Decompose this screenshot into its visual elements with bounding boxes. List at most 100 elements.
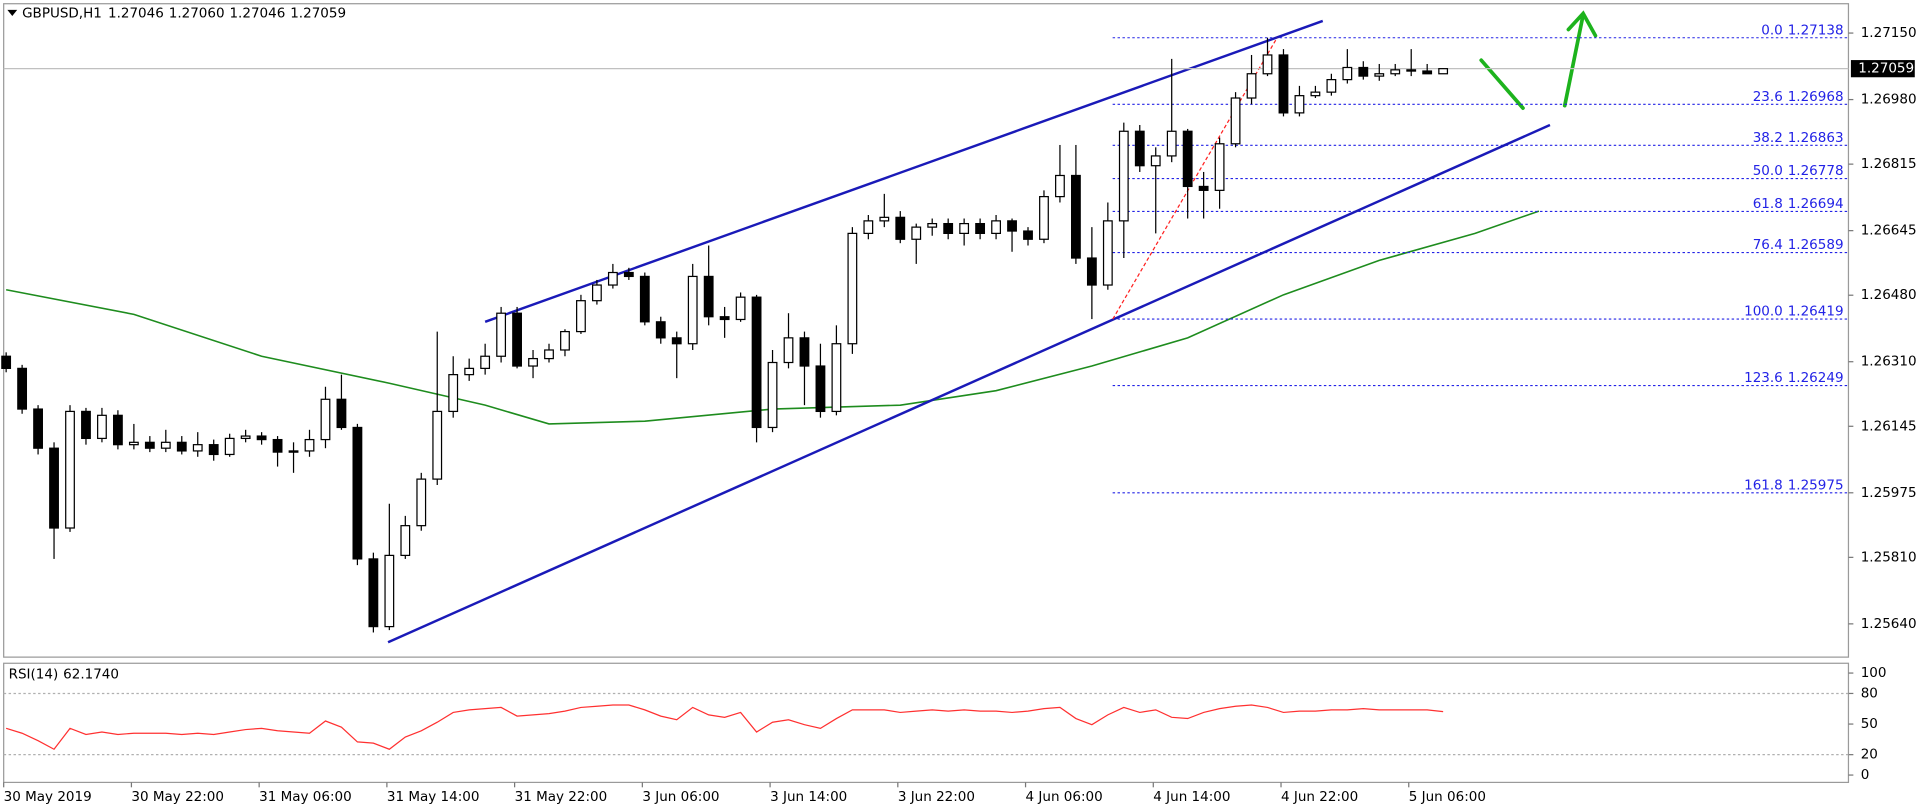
fib-price: 1.26694 — [1788, 196, 1844, 212]
candle-body — [751, 296, 762, 429]
candle-body — [1422, 70, 1433, 75]
candle-body — [1438, 68, 1449, 75]
candle-body — [1374, 73, 1385, 77]
fib-ratio: 161.8 — [1744, 477, 1783, 493]
candle-body — [576, 300, 586, 333]
candle-body — [49, 447, 59, 529]
candle-body — [767, 361, 778, 429]
candle-body — [991, 220, 1001, 235]
current-price-box — [1850, 60, 1915, 78]
candle-body — [639, 275, 650, 323]
candle-body — [1294, 95, 1305, 114]
candle-body — [623, 271, 634, 278]
candle-body — [1198, 185, 1209, 191]
candle-body — [144, 441, 155, 449]
candle-body — [81, 410, 91, 440]
candle-body — [863, 220, 874, 235]
candle-body — [671, 337, 682, 345]
rsi-name: RSI(14) — [9, 666, 59, 682]
candle-body — [368, 558, 379, 628]
x-tick-label: 31 May 06:00 — [259, 789, 352, 805]
candle-body — [480, 355, 491, 369]
rsi-line — [5, 704, 1444, 751]
x-tick-label: 30 May 22:00 — [131, 789, 224, 805]
x-tick-label: 4 Jun 14:00 — [1153, 789, 1230, 805]
y-tick-label: 1.25975 — [1861, 485, 1916, 501]
rsi-y-tick-label: 50 — [1861, 716, 1878, 732]
candle-body — [416, 478, 427, 527]
rsi-title: RSI(14) 62.1740 — [9, 666, 119, 682]
rsi-current: 62.1740 — [63, 666, 119, 682]
candle-body — [1342, 66, 1353, 81]
candle-body — [320, 398, 331, 441]
y-tick-label: 1.26145 — [1861, 418, 1916, 434]
candle-body — [1310, 91, 1321, 97]
fib-ratio: 50.0 — [1753, 163, 1783, 179]
candle-body — [192, 444, 203, 452]
candle-body — [512, 312, 522, 367]
candle-body — [384, 554, 395, 628]
candle-body — [224, 437, 235, 456]
rsi-panel — [3, 662, 1850, 784]
candle-body — [607, 271, 618, 286]
candle-body — [799, 337, 810, 367]
candle-body — [1326, 79, 1337, 93]
candle-body — [703, 275, 714, 318]
candle-body — [655, 321, 666, 339]
candle-body — [352, 426, 363, 560]
symbol: GBPUSD,H1 — [22, 6, 102, 22]
candle-body — [496, 312, 507, 357]
candle-body — [272, 438, 283, 453]
candle-body — [591, 284, 602, 302]
fib-label: 100.0 1.26419 — [1744, 304, 1843, 320]
trendline — [387, 123, 1551, 644]
candle-body — [911, 226, 922, 240]
candle-body — [1182, 130, 1193, 188]
candle-body — [735, 296, 746, 321]
candle-body — [464, 367, 475, 376]
fib-price: 1.26249 — [1788, 370, 1844, 386]
candle-body — [1023, 230, 1033, 240]
y-tick-label: 1.26480 — [1861, 287, 1916, 303]
fib-price: 1.26863 — [1788, 130, 1844, 146]
candle-body — [1055, 174, 1065, 198]
rsi-y-tick-label: 0 — [1861, 767, 1870, 783]
y-tick-label: 1.26980 — [1861, 92, 1916, 108]
candle-body — [65, 410, 75, 529]
x-tick-label: 31 May 14:00 — [387, 789, 480, 805]
candle-body — [1230, 97, 1241, 145]
candle-body — [400, 525, 411, 557]
rsi-y-tick-label: 20 — [1861, 747, 1878, 763]
candle-body — [959, 222, 970, 235]
candle-body — [927, 222, 938, 228]
candle-body — [160, 441, 171, 449]
candle-body — [783, 337, 794, 364]
candle-body — [528, 357, 538, 367]
x-tick-label: 5 Jun 06:00 — [1409, 789, 1486, 805]
fib-price: 1.26778 — [1788, 163, 1844, 179]
candle-body — [1406, 69, 1417, 72]
candle-body — [448, 374, 459, 413]
candle-body — [815, 365, 826, 413]
candle-body — [256, 435, 267, 441]
candle-body — [719, 316, 730, 321]
fib-label: 161.8 1.25975 — [1744, 477, 1843, 493]
candle-body — [1278, 54, 1289, 114]
candle-body — [1150, 155, 1161, 167]
fib-price: 1.27138 — [1788, 22, 1844, 38]
candle-body — [560, 330, 570, 351]
candle-body — [1214, 143, 1225, 191]
arrow-head — [1566, 10, 1598, 38]
fib-ratio: 123.6 — [1744, 370, 1783, 386]
fib-label: 0.0 1.27138 — [1761, 22, 1843, 38]
fib-ratio: 23.6 — [1753, 89, 1783, 105]
y-tick-label: 1.26815 — [1861, 156, 1916, 172]
fib-price: 1.26419 — [1788, 304, 1844, 320]
y-tick-label: 1.26645 — [1861, 223, 1916, 239]
candle-body — [288, 450, 299, 453]
candle-body — [33, 408, 43, 449]
chart-title: GBPUSD,H1 1.27046 1.27060 1.27046 1.27059 — [22, 6, 346, 22]
x-tick-label: 30 May 2019 — [4, 789, 92, 805]
arrow-up-leg — [1562, 12, 1585, 108]
